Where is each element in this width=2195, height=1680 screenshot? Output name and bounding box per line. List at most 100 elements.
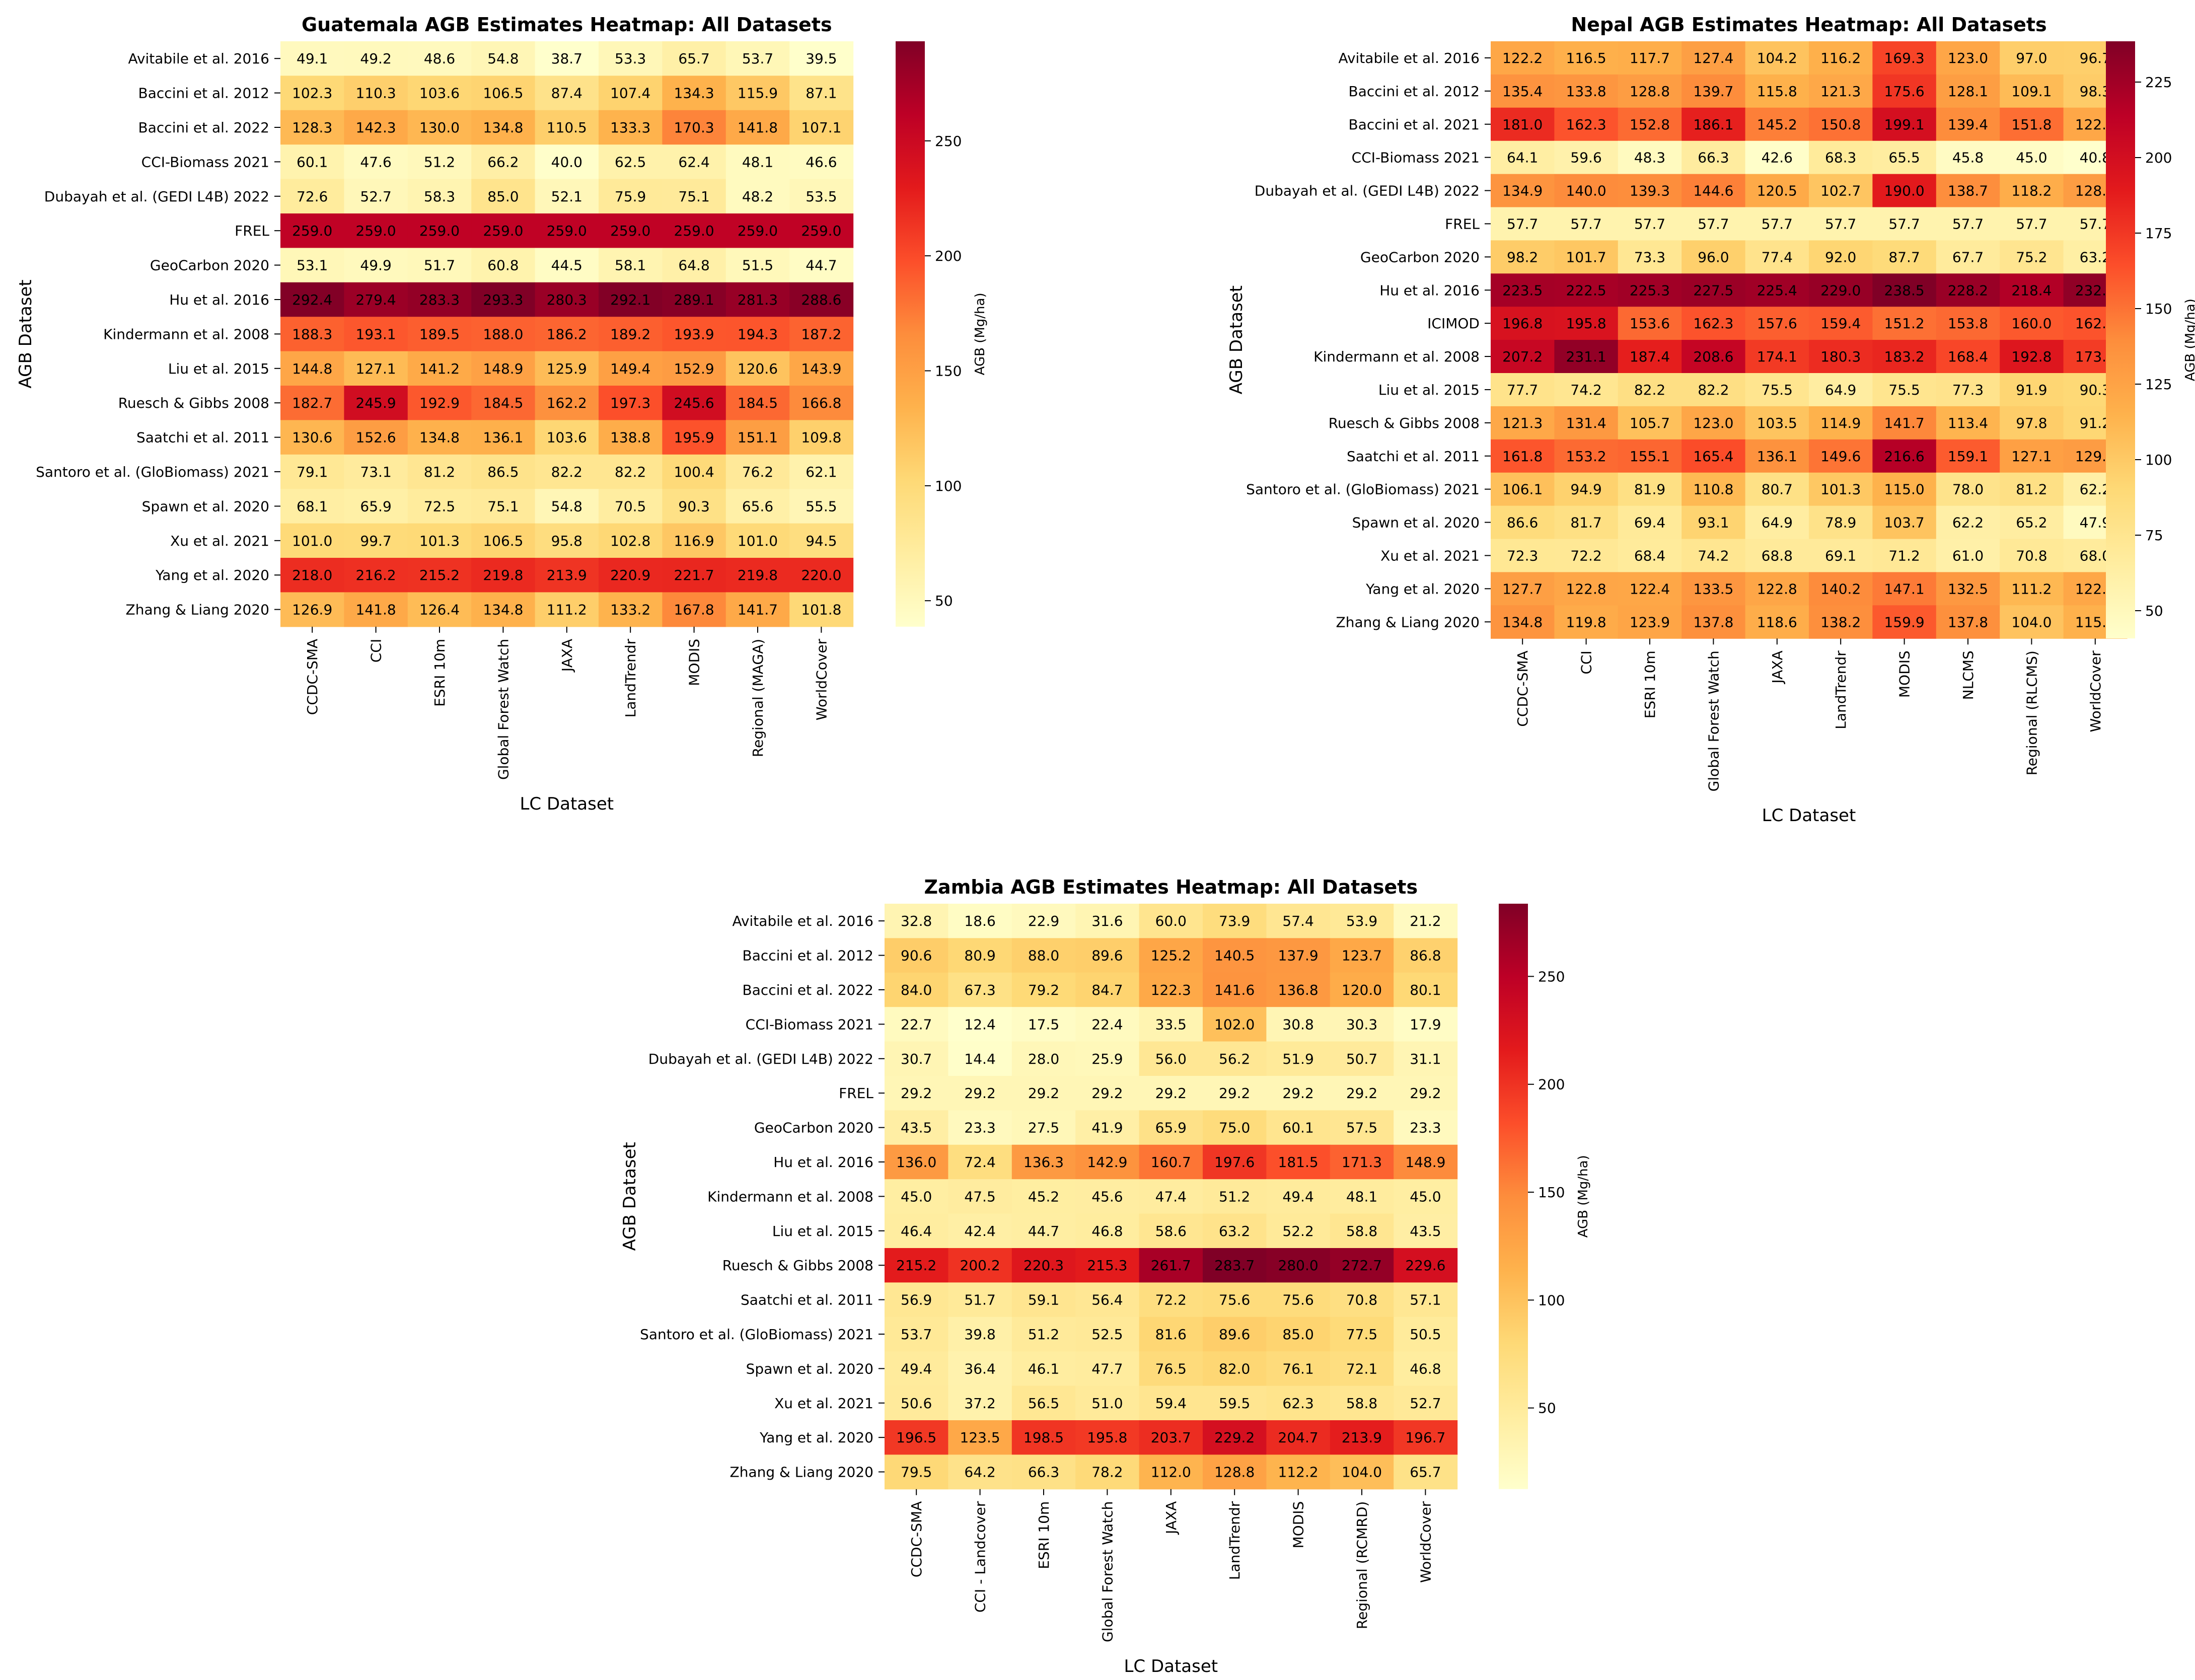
heatmap-cell (471, 420, 536, 455)
heatmap-cell (1394, 1317, 1458, 1352)
cell-value-label: 45.0 (901, 1188, 932, 1205)
cell-value-label: 190.0 (1884, 183, 1925, 199)
cell-value-label: 45.6 (1091, 1188, 1123, 1205)
cell-value-label: 75.9 (615, 188, 646, 205)
heatmap-cell (948, 938, 1012, 973)
cell-value-label: 130.6 (292, 429, 332, 446)
heatmap-cell (1011, 1420, 1076, 1455)
cell-value-label: 122.8 (1757, 580, 1797, 597)
cell-value-label: 65.7 (678, 50, 709, 67)
heatmap-cell (1618, 439, 1682, 473)
heatmap-cell (1745, 539, 1809, 572)
y-tick-label: Dubayah et al. (GEDI L4B) 2022 (1255, 183, 1480, 199)
cell-value-label: 23.3 (964, 1120, 995, 1136)
heatmap-cell (1681, 140, 1746, 175)
heatmap-cell (1330, 1041, 1394, 1076)
heatmap-cell (599, 454, 663, 489)
heatmap-cell (725, 489, 790, 524)
cell-value-label: 192.8 (2011, 348, 2052, 365)
cell-value-label: 125.2 (1151, 947, 1191, 964)
heatmap-cell (599, 351, 663, 386)
heatmap-cell (1745, 505, 1809, 540)
heatmap-cell (1330, 1454, 1394, 1490)
heatmap-cell (344, 41, 408, 76)
colorbar-label: AGB (Mg/ha) (1576, 1155, 1591, 1237)
cell-value-label: 57.7 (1698, 215, 1729, 232)
heatmap-cell (407, 523, 472, 558)
cell-value-label: 139.4 (1948, 116, 1988, 133)
cell-value-label: 127.4 (1693, 50, 1733, 66)
heatmap-cell (1203, 1317, 1267, 1352)
cell-value-label: 90.3 (678, 498, 709, 515)
heatmap-cell (662, 213, 726, 248)
heatmap-cell (662, 351, 726, 386)
cell-value-label: 95.8 (551, 533, 582, 549)
y-tick-label: Santoro et al. (GloBiomass) 2021 (36, 464, 269, 480)
heatmap-cell (1681, 406, 1746, 440)
colorbar-tick-label: 200 (1538, 1076, 1565, 1093)
cell-value-label: 216.2 (356, 567, 396, 583)
heatmap-cell (725, 213, 790, 248)
cell-value-label: 68.1 (297, 498, 328, 515)
cell-value-label: 56.5 (1028, 1395, 1059, 1412)
cell-value-label: 280.0 (1278, 1257, 1319, 1274)
heatmap-cell (1394, 1041, 1458, 1076)
heatmap-cell (948, 1317, 1012, 1352)
heatmap-cell (1745, 572, 1809, 606)
heatmap-cell (662, 454, 726, 489)
cell-value-label: 75.5 (1888, 382, 1920, 398)
cell-value-label: 132.5 (1948, 580, 1988, 597)
y-tick-label: Baccini et al. 2012 (138, 85, 269, 102)
cell-value-label: 62.2 (1952, 515, 1984, 531)
cell-value-label: 115.9 (738, 85, 778, 102)
cell-value-label: 161.8 (1502, 448, 1543, 465)
cell-value-label: 223.5 (1502, 282, 1543, 299)
chart-title: Nepal AGB Estimates Heatmap: All Dataset… (1571, 14, 2046, 36)
heatmap-cell (1394, 972, 1458, 1007)
heatmap-cell (344, 179, 408, 214)
heatmap-cell (280, 248, 344, 283)
cell-value-label: 171.3 (1342, 1154, 1382, 1171)
heatmap-cell (344, 144, 408, 180)
heatmap-cell (885, 1282, 948, 1318)
heatmap-cell (280, 454, 344, 489)
heatmap-cell (1203, 1213, 1267, 1249)
heatmap-cell (1872, 207, 1937, 241)
heatmap-cell (1491, 373, 1555, 407)
heatmap-cell (2000, 505, 2064, 540)
heatmap-cell (2000, 539, 2064, 572)
y-tick-label: Baccini et al. 2021 (1349, 116, 1480, 133)
cell-value-label: 47.5 (964, 1188, 995, 1205)
cell-value-label: 193.1 (356, 326, 396, 342)
x-tick-label: CCI (368, 639, 385, 663)
cell-value-label: 125.9 (547, 360, 587, 377)
heatmap-cell (1075, 1317, 1140, 1352)
heatmap-cell (1936, 605, 2000, 639)
cell-value-label: 134.8 (1502, 614, 1543, 630)
heatmap-cell (1394, 904, 1458, 938)
cell-value-label: 70.8 (2016, 547, 2047, 564)
cell-value-label: 199.1 (1884, 116, 1925, 133)
x-tick-label: LandTrendr (622, 638, 639, 717)
heatmap-cell (1011, 1007, 1076, 1042)
cell-value-label: 69.4 (1634, 515, 1665, 531)
heatmap-cell (1394, 1007, 1458, 1042)
heatmap-cell (1936, 74, 2000, 108)
x-tick-label: WorldCover (1417, 1501, 1434, 1583)
cell-value-label: 43.5 (901, 1120, 932, 1136)
cell-value-label: 194.3 (738, 326, 778, 342)
cell-value-label: 259.0 (674, 223, 714, 239)
heatmap-cell (1554, 174, 1619, 208)
cell-value-label: 45.8 (1952, 150, 1984, 166)
cell-value-label: 116.5 (1566, 50, 1606, 66)
heatmap-cell (1330, 1248, 1394, 1283)
cell-value-label: 30.3 (1346, 1016, 1377, 1033)
heatmap-cell (2000, 572, 2064, 606)
cell-value-label: 160.7 (1151, 1154, 1191, 1171)
heatmap-cell (1139, 1110, 1203, 1145)
cell-value-label: 184.5 (738, 395, 778, 411)
heatmap-cell (471, 523, 536, 558)
cell-value-label: 216.6 (1884, 448, 1925, 465)
cell-value-label: 113.4 (1948, 415, 1988, 431)
cell-value-label: 220.0 (801, 567, 841, 583)
